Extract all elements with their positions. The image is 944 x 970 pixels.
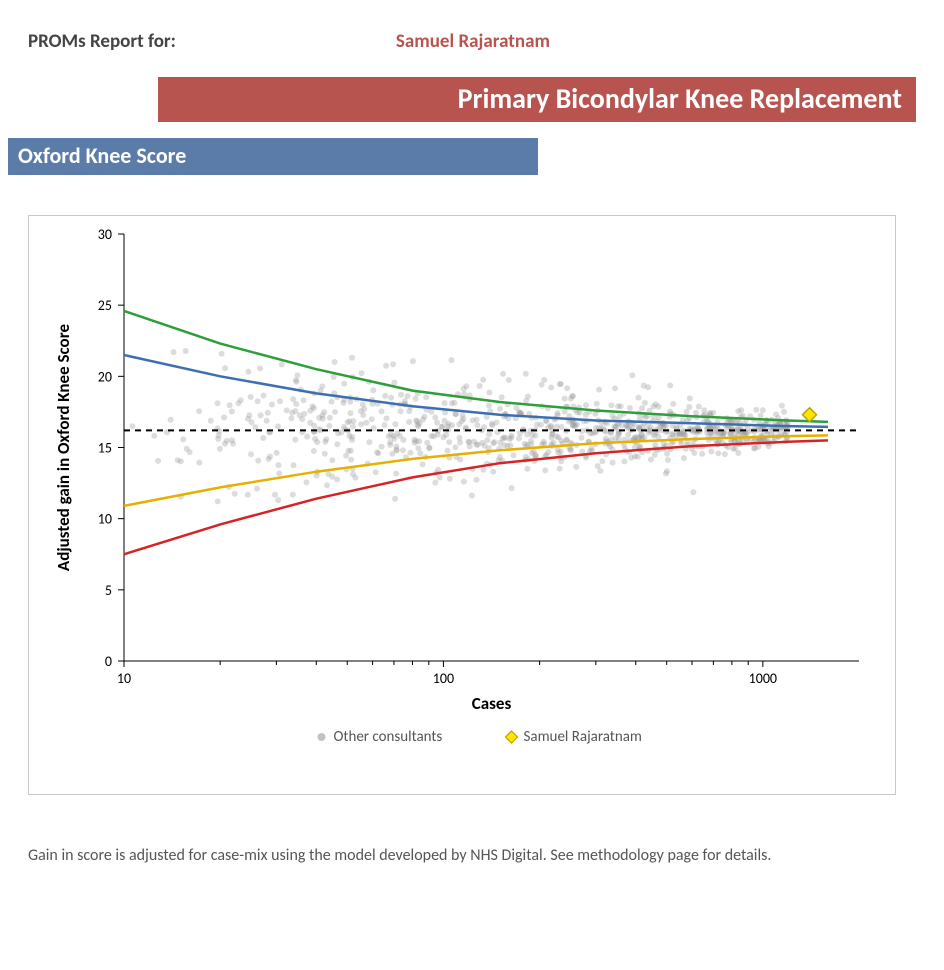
svg-text:Other consultants: Other consultants xyxy=(334,728,443,746)
band-inner_upper xyxy=(124,355,828,427)
band-outer_lower xyxy=(124,440,828,554)
legend: Other consultants Samuel Rajaratnam xyxy=(318,728,642,746)
svg-text:100: 100 xyxy=(433,670,454,687)
header-name: Samuel Rajaratnam xyxy=(396,30,550,53)
svg-text:Samuel Rajaratnam: Samuel Rajaratnam xyxy=(524,728,642,746)
svg-text:Adjusted gain in Oxford Knee S: Adjusted gain in Oxford Knee Score xyxy=(53,323,74,571)
other-consultants xyxy=(129,348,790,504)
svg-text:5: 5 xyxy=(105,582,112,599)
page: PROMs Report for: Samuel Rajaratnam Prim… xyxy=(0,0,944,970)
footnote: Gain in score is adjusted for case-mix u… xyxy=(28,845,898,867)
svg-text:20: 20 xyxy=(98,368,112,385)
header-row: PROMs Report for: Samuel Rajaratnam xyxy=(28,30,916,53)
svg-text:1000: 1000 xyxy=(749,670,777,687)
subtitle-bar: Oxford Knee Score xyxy=(8,138,538,175)
subject-marker xyxy=(803,408,817,422)
svg-text:15: 15 xyxy=(98,440,112,457)
chart-svg: 0 5 10 15 20 25 30 Adjusted gain in Oxford Knee… xyxy=(29,216,897,796)
svg-text:Cases: Cases xyxy=(472,693,512,714)
chart-frame: 0 5 10 15 20 25 30 Adjusted gain in Oxford Knee… xyxy=(28,215,896,795)
svg-text:30: 30 xyxy=(98,226,112,243)
svg-text:0: 0 xyxy=(105,653,112,670)
svg-text:10: 10 xyxy=(98,511,112,528)
svg-text:25: 25 xyxy=(98,297,112,314)
title-bar: Primary Bicondylar Knee Replacement xyxy=(158,77,916,122)
svg-text:10: 10 xyxy=(117,670,131,687)
header-label: PROMs Report for: xyxy=(28,30,176,53)
